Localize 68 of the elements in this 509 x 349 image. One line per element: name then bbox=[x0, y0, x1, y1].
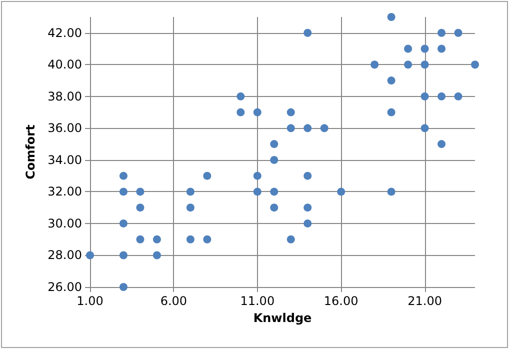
point bbox=[236, 108, 245, 116]
point bbox=[420, 124, 429, 132]
y-tick-label: 26.00 bbox=[48, 280, 82, 294]
x-tick-label: 21.00 bbox=[408, 294, 442, 308]
point bbox=[186, 188, 194, 196]
point bbox=[387, 188, 396, 196]
y-axis-title: Comfort bbox=[24, 124, 38, 180]
point bbox=[136, 235, 144, 244]
point bbox=[286, 124, 295, 132]
point bbox=[304, 172, 312, 180]
point bbox=[203, 172, 212, 180]
x-tick-label: 1.00 bbox=[76, 294, 104, 308]
point bbox=[270, 156, 278, 164]
point bbox=[253, 172, 262, 180]
point bbox=[438, 92, 446, 100]
y-tick-label: 36.00 bbox=[48, 121, 82, 136]
point bbox=[270, 204, 278, 212]
point bbox=[370, 60, 379, 69]
y-tick-label: 30.00 bbox=[48, 216, 82, 230]
point bbox=[136, 188, 144, 196]
point bbox=[304, 124, 312, 132]
point bbox=[286, 235, 295, 244]
point bbox=[152, 251, 161, 260]
point bbox=[304, 219, 312, 228]
y-tick-label: 42.00 bbox=[48, 26, 82, 40]
point bbox=[404, 60, 412, 69]
y-tick-label: 38.00 bbox=[48, 89, 82, 104]
y-tick-label: 34.00 bbox=[48, 152, 82, 167]
point bbox=[438, 28, 446, 37]
point bbox=[270, 188, 278, 196]
point bbox=[304, 204, 312, 212]
point bbox=[304, 28, 312, 37]
point bbox=[119, 283, 128, 291]
point bbox=[337, 188, 346, 196]
point bbox=[438, 140, 446, 148]
point bbox=[387, 13, 396, 21]
point bbox=[387, 108, 396, 116]
point bbox=[186, 204, 194, 212]
point bbox=[420, 92, 429, 100]
point bbox=[387, 76, 396, 85]
point bbox=[320, 124, 328, 132]
point bbox=[119, 188, 128, 196]
point bbox=[420, 60, 429, 69]
point bbox=[404, 44, 412, 53]
x-axis-title: Knwldge bbox=[253, 310, 312, 325]
point bbox=[136, 204, 144, 212]
point bbox=[270, 140, 278, 148]
point bbox=[454, 92, 462, 100]
point bbox=[119, 251, 128, 260]
point bbox=[119, 219, 128, 228]
point bbox=[236, 92, 245, 100]
y-tick-label: 28.00 bbox=[48, 248, 82, 262]
point bbox=[119, 172, 128, 180]
point bbox=[186, 235, 194, 244]
point bbox=[438, 44, 446, 53]
point bbox=[203, 235, 212, 244]
x-tick-label: 11.00 bbox=[240, 294, 275, 308]
x-tick-label: 6.00 bbox=[160, 294, 188, 308]
y-tick-label: 40.00 bbox=[48, 58, 82, 72]
x-tick-label: 16.00 bbox=[324, 294, 358, 308]
point bbox=[253, 108, 262, 116]
point bbox=[152, 235, 161, 244]
point bbox=[253, 188, 262, 196]
point bbox=[420, 44, 429, 53]
point bbox=[454, 28, 462, 37]
y-tick-label: 32.00 bbox=[48, 184, 82, 199]
point bbox=[471, 60, 479, 69]
point bbox=[286, 108, 295, 116]
